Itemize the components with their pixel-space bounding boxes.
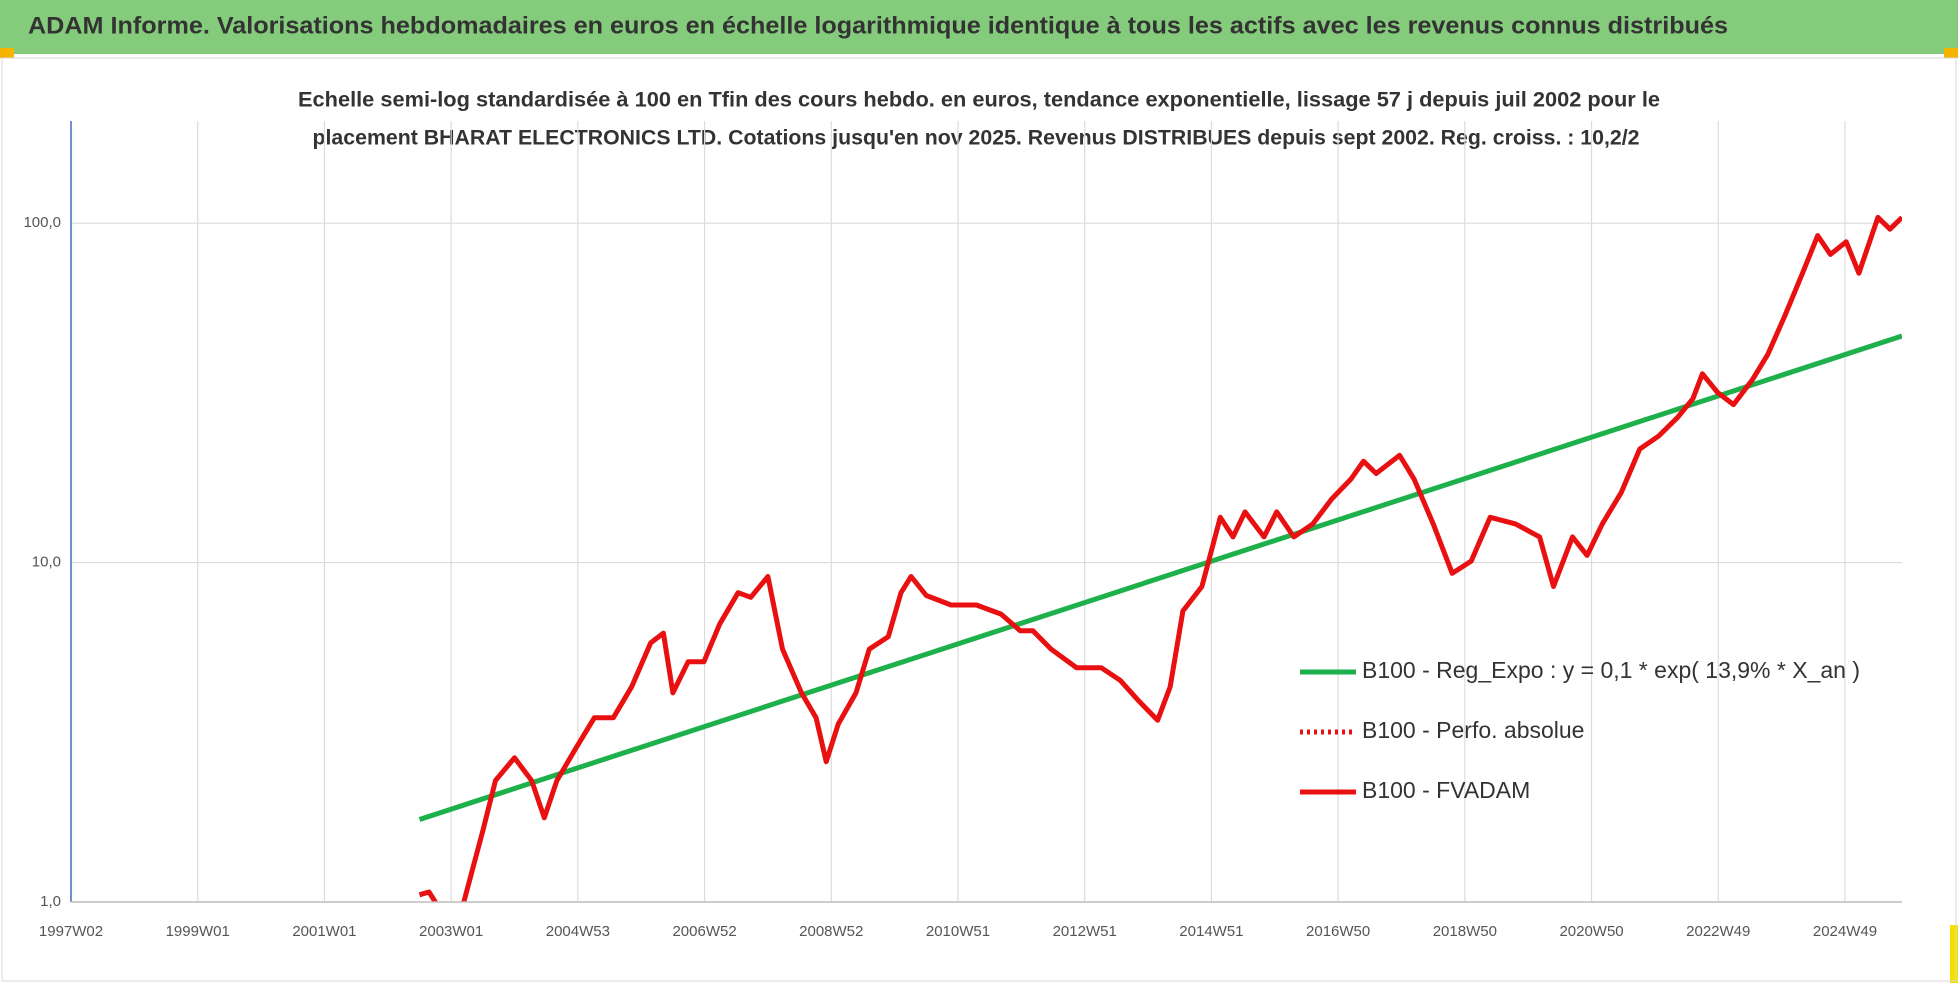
- title-bar: [0, 0, 1958, 54]
- x-tick-label: 2006W52: [672, 923, 736, 940]
- x-tick-label: 2001W01: [292, 923, 356, 940]
- legend-label: B100 - Reg_Expo : y = 0,1 * exp( 13,9% *…: [1362, 657, 1860, 683]
- x-tick-label: 2010W51: [926, 923, 990, 940]
- legend-label: B100 - Perfo. absolue: [1362, 717, 1584, 743]
- corner-mark: [0, 48, 14, 58]
- series-line: [418, 214, 1902, 902]
- x-tick-label: 1999W01: [166, 923, 230, 940]
- x-tick-label: 2014W51: [1179, 923, 1243, 940]
- corner-mark: [1950, 925, 1958, 983]
- x-tick-label: 2020W50: [1559, 923, 1623, 940]
- chart-subtitle: Echelle semi-log standardisée à 100 en T…: [298, 89, 1660, 112]
- x-tick-label: 2016W50: [1306, 923, 1370, 940]
- y-tick-label: 100,0: [23, 214, 61, 231]
- x-tick-label: 2024W49: [1813, 923, 1877, 940]
- x-tick-label: 2018W50: [1433, 923, 1497, 940]
- x-tick-label: 2008W52: [799, 923, 863, 940]
- y-tick-label: 1,0: [40, 893, 61, 910]
- chart-subtitle: placement BHARAT ELECTRONICS LTD. Cotati…: [313, 127, 1640, 150]
- corner-mark: [1944, 48, 1958, 58]
- page-title: ADAM Informe. Valorisations hebdomadaire…: [28, 12, 1728, 39]
- legend: B100 - Reg_Expo : y = 0,1 * exp( 13,9% *…: [1300, 657, 1860, 803]
- x-tick-label: 2003W01: [419, 923, 483, 940]
- axes: 1,0 10,0 100,0 1997W02 1999W01 2001W01 2003W01…: [23, 121, 1902, 940]
- x-tick-label: 1997W02: [39, 923, 103, 940]
- x-tick-label: 2004W53: [546, 923, 610, 940]
- legend-label: B100 - FVADAM: [1362, 777, 1530, 803]
- chart-frame: [1, 57, 1957, 982]
- plot-area: [418, 214, 1902, 902]
- x-tick-label: 2012W51: [1053, 923, 1117, 940]
- series-line: [418, 333, 1902, 822]
- x-tick-label: 2022W49: [1686, 923, 1750, 940]
- y-tick-label: 10,0: [32, 554, 61, 571]
